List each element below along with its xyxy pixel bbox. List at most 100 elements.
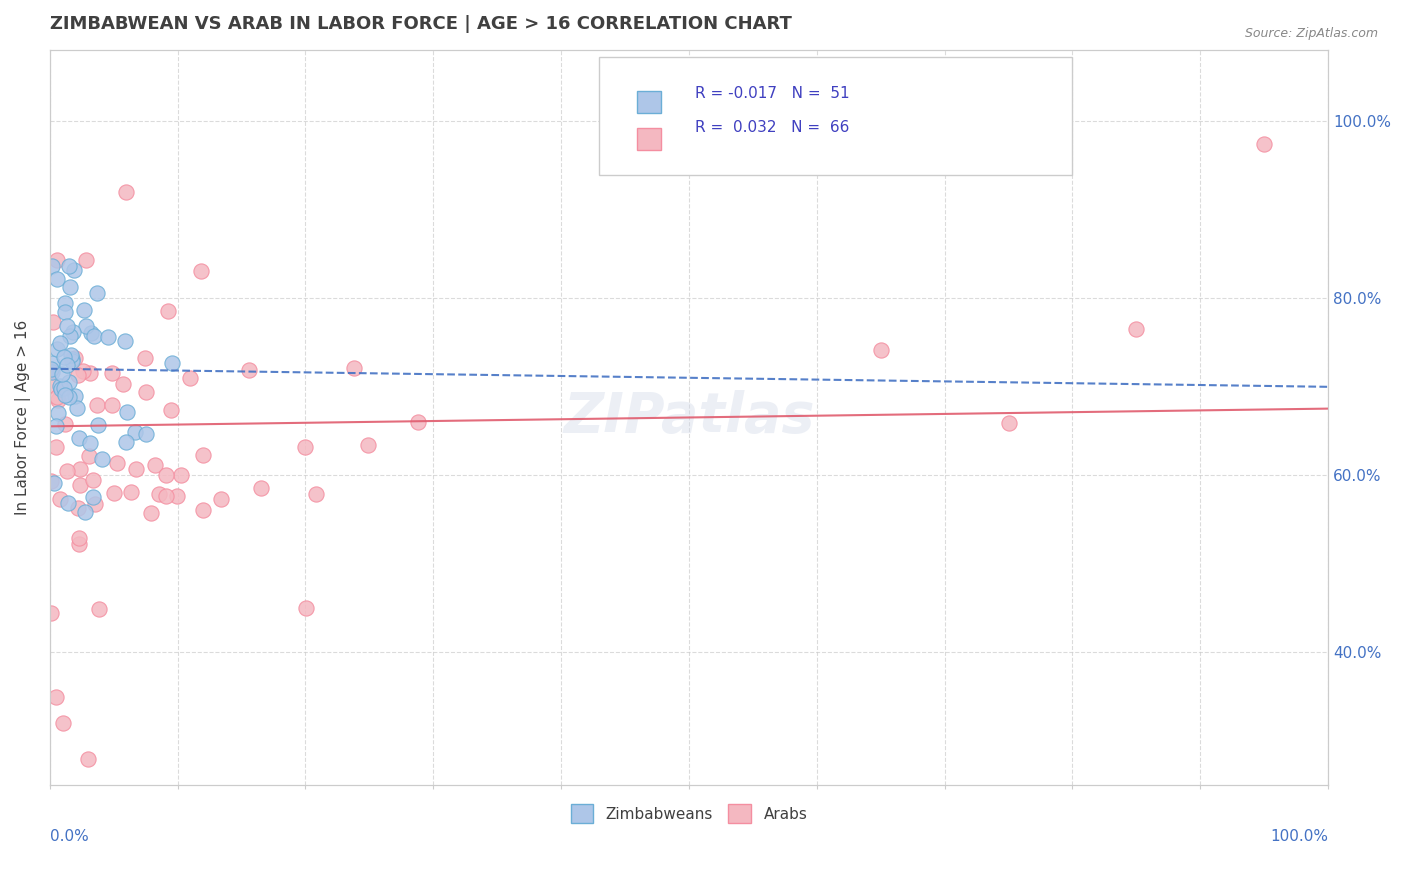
Zimbabweans: [49, 382, 72, 396]
Arabs: [75, 252, 97, 267]
Zimbabweans: [97, 330, 120, 344]
Arabs: [125, 462, 148, 476]
Arabs: [250, 481, 273, 495]
Arabs: [294, 440, 316, 454]
Arabs: [141, 506, 163, 520]
Text: ZIMBABWEAN VS ARAB IN LABOR FORCE | AGE > 16 CORRELATION CHART: ZIMBABWEAN VS ARAB IN LABOR FORCE | AGE …: [49, 15, 792, 33]
Arabs: [82, 473, 104, 487]
Arabs: [100, 366, 122, 380]
Zimbabweans: [86, 286, 108, 301]
Zimbabweans: [115, 434, 138, 449]
Arabs: [39, 474, 62, 488]
Arabs: [86, 398, 108, 412]
Zimbabweans: [39, 362, 62, 376]
Zimbabweans: [67, 431, 90, 445]
Arabs: [42, 315, 65, 329]
Arabs: [87, 602, 110, 616]
Arabs: [84, 498, 107, 512]
Zimbabweans: [135, 427, 157, 442]
Arabs: [77, 751, 100, 765]
Arabs: [357, 438, 380, 452]
Arabs: [869, 343, 891, 358]
Text: Source: ZipAtlas.com: Source: ZipAtlas.com: [1244, 27, 1378, 40]
Zimbabweans: [46, 342, 69, 356]
Arabs: [997, 416, 1019, 430]
Arabs: [1125, 322, 1147, 336]
Zimbabweans: [75, 505, 97, 519]
Zimbabweans: [62, 326, 84, 340]
Zimbabweans: [82, 490, 104, 504]
Arabs: [46, 393, 69, 408]
Zimbabweans: [41, 365, 63, 379]
Arabs: [66, 500, 89, 515]
Zimbabweans: [80, 326, 103, 340]
Arabs: [105, 456, 128, 470]
Text: R = -0.017   N =  51: R = -0.017 N = 51: [696, 87, 851, 102]
Zimbabweans: [63, 263, 86, 277]
Text: R =  0.032   N =  66: R = 0.032 N = 66: [696, 120, 849, 135]
Zimbabweans: [53, 381, 76, 395]
Legend: Zimbabweans, Arabs: Zimbabweans, Arabs: [564, 798, 814, 829]
Zimbabweans: [41, 259, 63, 273]
Zimbabweans: [60, 352, 83, 367]
Zimbabweans: [45, 419, 67, 434]
Arabs: [77, 450, 100, 464]
Zimbabweans: [75, 319, 97, 334]
Arabs: [305, 486, 328, 500]
Arabs: [79, 367, 101, 381]
Zimbabweans: [73, 302, 96, 317]
Arabs: [49, 491, 72, 506]
Arabs: [238, 363, 260, 377]
Arabs: [45, 252, 67, 267]
Arabs: [51, 716, 73, 731]
Arabs: [67, 368, 90, 383]
Arabs: [69, 462, 91, 476]
Arabs: [155, 489, 177, 503]
Zimbabweans: [124, 425, 146, 439]
Zimbabweans: [53, 388, 76, 402]
Zimbabweans: [59, 279, 82, 293]
Arabs: [45, 440, 67, 454]
Arabs: [148, 487, 170, 501]
Arabs: [166, 489, 188, 503]
Arabs: [343, 361, 366, 376]
Zimbabweans: [115, 405, 138, 419]
Zimbabweans: [83, 329, 105, 343]
Zimbabweans: [44, 475, 66, 490]
Zimbabweans: [55, 318, 77, 333]
Zimbabweans: [63, 389, 86, 403]
Arabs: [135, 384, 157, 399]
Arabs: [209, 491, 232, 506]
FancyBboxPatch shape: [637, 128, 661, 150]
Arabs: [157, 304, 180, 318]
Zimbabweans: [90, 451, 112, 466]
Arabs: [190, 263, 212, 277]
Arabs: [406, 415, 429, 429]
Zimbabweans: [58, 375, 80, 389]
Arabs: [1253, 136, 1275, 151]
Arabs: [63, 351, 86, 365]
Arabs: [69, 478, 91, 492]
Zimbabweans: [60, 353, 83, 368]
Arabs: [67, 532, 90, 546]
Arabs: [101, 397, 124, 411]
Arabs: [46, 390, 69, 404]
Arabs: [191, 448, 214, 462]
Zimbabweans: [48, 379, 70, 393]
Zimbabweans: [58, 259, 80, 273]
Text: 100.0%: 100.0%: [1270, 830, 1329, 844]
Zimbabweans: [53, 295, 76, 310]
Y-axis label: In Labor Force | Age > 16: In Labor Force | Age > 16: [15, 320, 31, 515]
Zimbabweans: [87, 418, 110, 433]
Text: ZIPatlas: ZIPatlas: [564, 391, 814, 444]
Arabs: [103, 485, 125, 500]
Zimbabweans: [41, 356, 63, 370]
Arabs: [143, 458, 166, 472]
Arabs: [55, 464, 77, 478]
Zimbabweans: [49, 336, 72, 351]
Zimbabweans: [51, 367, 73, 381]
FancyBboxPatch shape: [637, 91, 661, 113]
Zimbabweans: [79, 436, 101, 450]
Arabs: [191, 503, 214, 517]
Arabs: [67, 537, 90, 551]
